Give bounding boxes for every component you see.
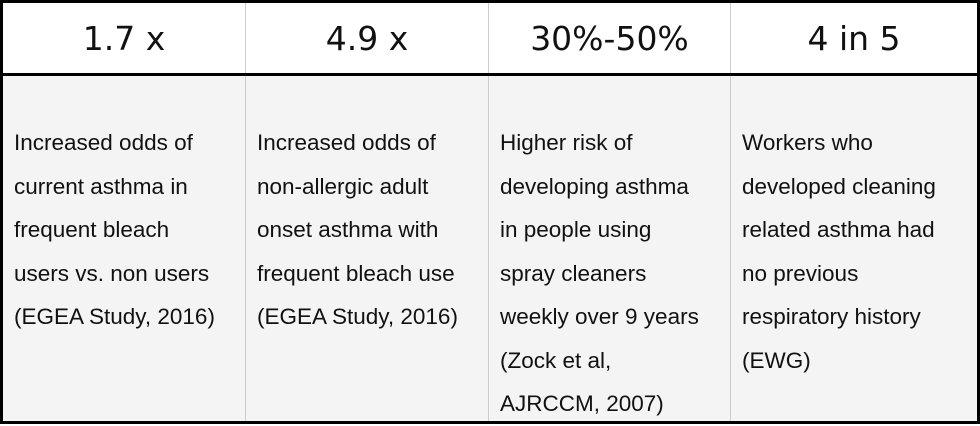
description-line: (Zock et al, bbox=[500, 347, 612, 373]
description-line: non-allergic adult bbox=[257, 173, 429, 199]
description-line: in people using bbox=[500, 217, 652, 242]
description-line: (EGEA Study, 2016) bbox=[257, 304, 458, 329]
description-line: spray cleaners bbox=[500, 260, 647, 286]
description-line: users vs. non users bbox=[14, 260, 210, 286]
description-line: AJRCCM, 2007) bbox=[500, 391, 664, 416]
description-line: frequent bleach use bbox=[257, 260, 455, 286]
header-row: 1.7 x 4.9 x 30%-50% 4 in 5 bbox=[3, 3, 977, 76]
description-cell: Higher risk of developing asthma in people… bbox=[489, 76, 731, 421]
description-line: Increased odds of bbox=[257, 130, 436, 155]
description-line: (EWG) bbox=[742, 347, 811, 373]
description-line: frequent bleach bbox=[14, 217, 170, 242]
description-line: respiratory history bbox=[742, 304, 921, 329]
description-line: Workers who bbox=[742, 130, 873, 155]
description-line: onset asthma with bbox=[257, 217, 439, 242]
description-line: Increased odds of bbox=[14, 130, 193, 155]
description-cell: Workers who developed cleaning related ast… bbox=[731, 76, 977, 421]
description-line: developed cleaning bbox=[742, 173, 936, 199]
stat-cell: 1.7 x bbox=[3, 3, 246, 73]
description-line: related asthma had bbox=[742, 217, 935, 242]
stat-cell: 30%-50% bbox=[489, 3, 731, 73]
description-line: (EGEA Study, 2016) bbox=[14, 304, 215, 329]
body-row: Increased odds of current asthma in freque… bbox=[3, 76, 977, 421]
description-line: developing asthma bbox=[500, 173, 689, 199]
stat-cell: 4.9 x bbox=[246, 3, 489, 73]
description-cell: Increased odds of non-allergic adult onset… bbox=[246, 76, 489, 421]
description-line: no previous bbox=[742, 260, 859, 286]
description-line: Higher risk of bbox=[500, 130, 633, 155]
description-cell: Increased odds of current asthma in freque… bbox=[3, 76, 246, 421]
description-line: current asthma in bbox=[14, 173, 188, 199]
description-line: weekly over 9 years bbox=[500, 304, 699, 329]
stat-cell: 4 in 5 bbox=[807, 19, 901, 58]
